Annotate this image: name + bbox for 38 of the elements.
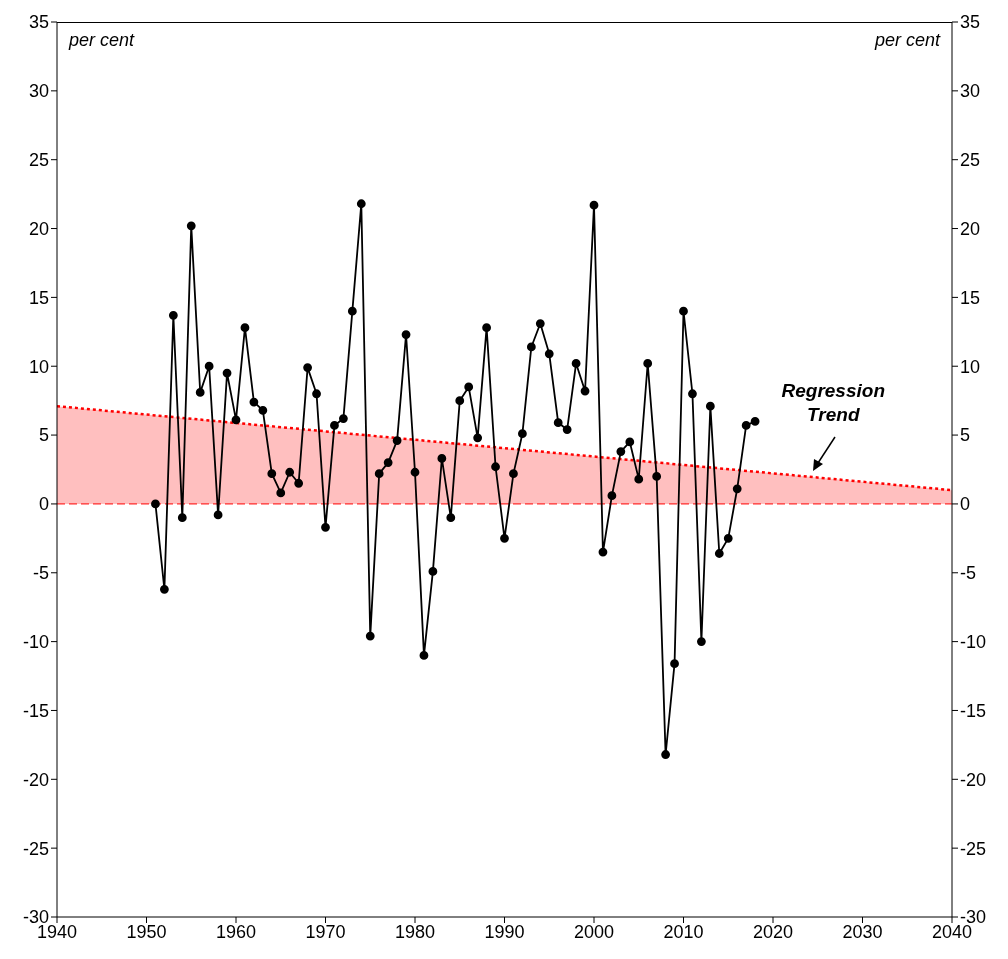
y2-tick-label: 0 bbox=[960, 494, 971, 515]
y2-axis-title: per cent bbox=[874, 30, 940, 50]
y2-tick-label: 35 bbox=[960, 12, 981, 33]
y-tick-label: 5 bbox=[38, 425, 49, 446]
x-tick-label: 1970 bbox=[305, 921, 346, 942]
annotation: Regression Trend bbox=[781, 379, 885, 425]
y-tick-label: 10 bbox=[28, 356, 49, 377]
y-tick-label: 15 bbox=[28, 287, 49, 308]
y2-tick-label: 20 bbox=[960, 218, 981, 239]
y-tick-label: -5 bbox=[32, 563, 49, 584]
y2-tick-label: -10 bbox=[960, 632, 987, 653]
x-tick-label: 1990 bbox=[484, 921, 525, 942]
y2-tick-label: -25 bbox=[960, 838, 987, 859]
y-tick-label: 30 bbox=[28, 81, 49, 102]
y-tick-label: 35 bbox=[28, 12, 49, 33]
x-tick-label: 1950 bbox=[126, 921, 167, 942]
y-tick-label: -10 bbox=[22, 632, 49, 653]
y2-tick-label: -5 bbox=[960, 563, 977, 584]
x-tick-label: 2030 bbox=[842, 921, 883, 942]
y2-tick-label: -15 bbox=[960, 700, 987, 721]
y2-tick-label: 10 bbox=[960, 356, 981, 377]
y2-tick-label: 15 bbox=[960, 287, 981, 308]
y2-tick-label: 5 bbox=[960, 425, 971, 446]
x-tick-label: 2000 bbox=[573, 921, 615, 942]
y-tick-label: -20 bbox=[22, 769, 49, 790]
y2-tick-label: 25 bbox=[960, 150, 981, 171]
y-tick-label: 25 bbox=[28, 150, 49, 171]
y-tick-label: 0 bbox=[38, 494, 49, 515]
y-tick-label: 20 bbox=[28, 218, 49, 239]
y2-tick-label: -20 bbox=[960, 769, 987, 790]
y-axis-title: per cent bbox=[69, 30, 135, 50]
y-tick-label: -25 bbox=[22, 838, 49, 859]
x-tick-label: 2020 bbox=[752, 921, 794, 942]
y-tick-label: -15 bbox=[22, 700, 49, 721]
x-tick-label: 1980 bbox=[394, 921, 436, 942]
x-tick-label: 2010 bbox=[663, 921, 704, 942]
x-tick-label: 1960 bbox=[215, 921, 257, 942]
y2-tick-label: 30 bbox=[960, 81, 981, 102]
